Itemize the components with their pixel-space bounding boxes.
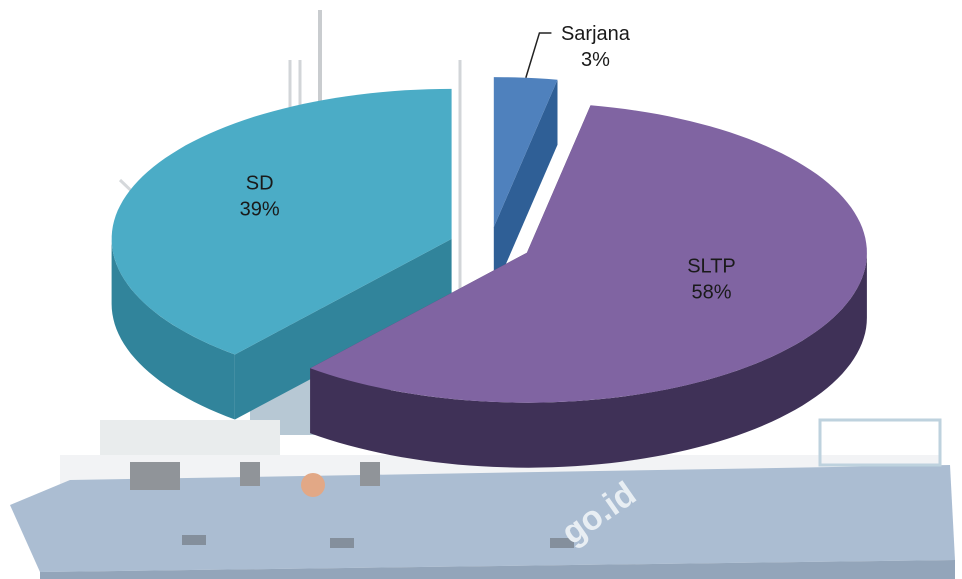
- leader-line: [526, 33, 552, 78]
- slice-value-label: 3%: [581, 49, 610, 71]
- slice-value-label: 39%: [240, 199, 280, 221]
- pie: Sarjana 3% SLTP 58% SD 39%: [112, 23, 867, 467]
- slice-label: SD: [246, 173, 274, 195]
- slice-label: SLTP: [687, 255, 736, 277]
- slice-label: Sarjana: [561, 23, 631, 45]
- slice-value-label: 58%: [691, 281, 731, 303]
- chart: go.id Sarjana3%SLTP58%SD39%: [0, 0, 962, 579]
